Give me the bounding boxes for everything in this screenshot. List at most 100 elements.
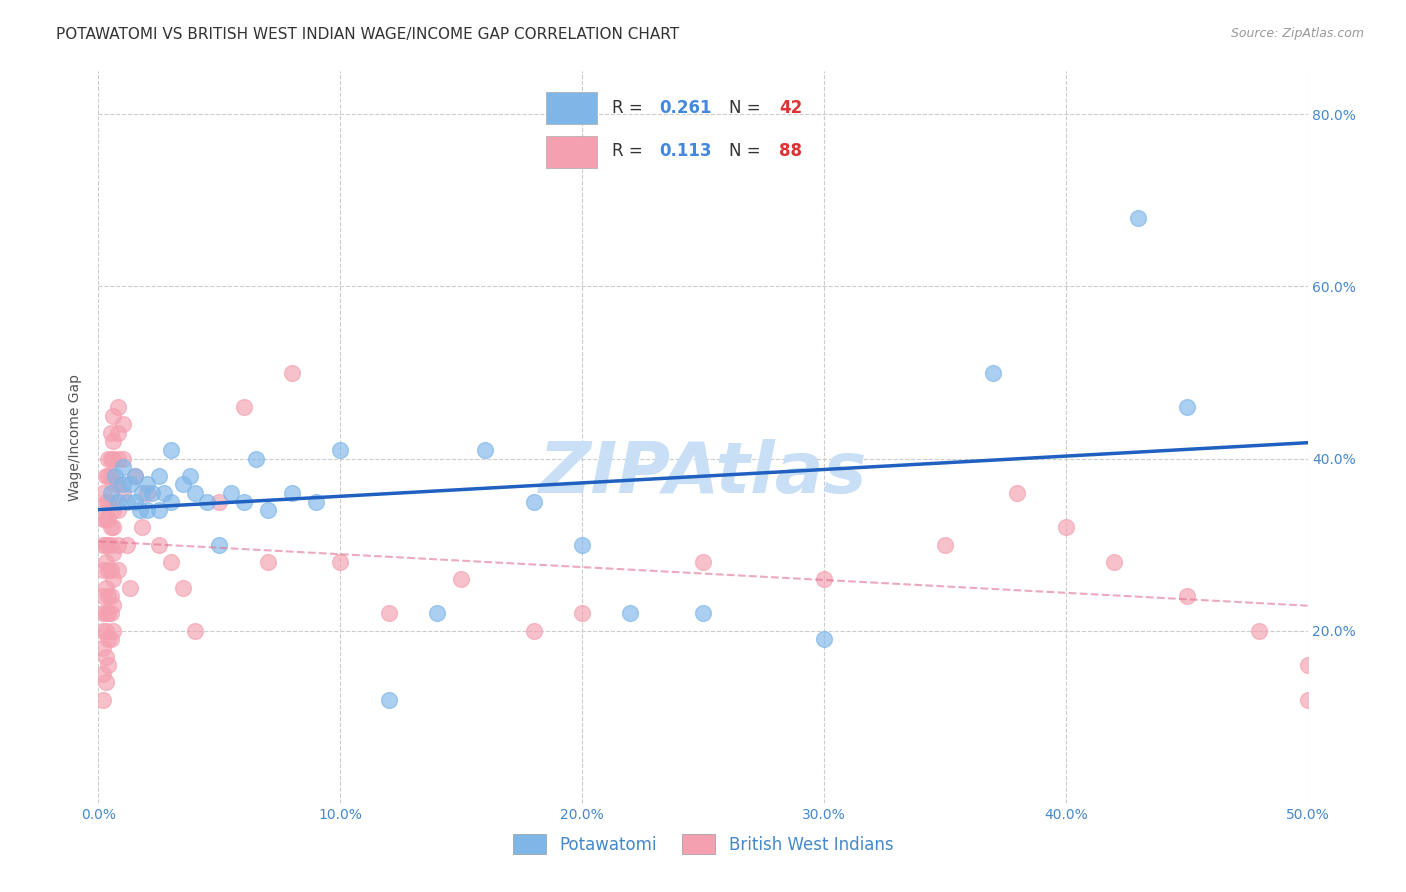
Point bbox=[97, 607, 120, 621]
Point bbox=[160, 442, 183, 457]
Point bbox=[100, 632, 122, 647]
Point bbox=[97, 538, 120, 552]
Point bbox=[100, 486, 122, 500]
Point bbox=[91, 589, 114, 603]
Point bbox=[571, 607, 593, 621]
Point bbox=[179, 468, 201, 483]
Point bbox=[1054, 520, 1077, 534]
Point bbox=[111, 417, 134, 432]
Point bbox=[474, 442, 496, 457]
Point bbox=[118, 477, 141, 491]
Point bbox=[101, 572, 124, 586]
Point bbox=[101, 520, 124, 534]
Point bbox=[1102, 555, 1125, 569]
Point bbox=[523, 624, 546, 638]
Point bbox=[135, 503, 157, 517]
Point bbox=[97, 512, 120, 526]
Point bbox=[329, 555, 352, 569]
Point bbox=[692, 607, 714, 621]
Point bbox=[124, 494, 146, 508]
Point bbox=[107, 494, 129, 508]
Point bbox=[91, 624, 114, 638]
Point bbox=[305, 494, 328, 508]
Point bbox=[1007, 486, 1029, 500]
Point bbox=[160, 494, 183, 508]
Point bbox=[523, 494, 546, 508]
Point bbox=[124, 468, 146, 483]
Point bbox=[100, 520, 122, 534]
Point bbox=[117, 494, 139, 508]
Point bbox=[101, 503, 124, 517]
Point bbox=[100, 425, 122, 440]
Point bbox=[148, 503, 170, 517]
Point bbox=[91, 640, 114, 655]
Point bbox=[426, 607, 449, 621]
Point bbox=[619, 607, 641, 621]
Point bbox=[107, 503, 129, 517]
Point bbox=[97, 494, 120, 508]
Point bbox=[107, 400, 129, 414]
Point bbox=[97, 632, 120, 647]
Point bbox=[124, 468, 146, 483]
Point bbox=[97, 468, 120, 483]
Point bbox=[208, 538, 231, 552]
Point bbox=[94, 675, 117, 690]
Point bbox=[1175, 589, 1198, 603]
Point bbox=[184, 486, 207, 500]
Point bbox=[256, 503, 278, 517]
Point bbox=[692, 555, 714, 569]
Point bbox=[111, 486, 134, 500]
Point bbox=[101, 477, 124, 491]
Point bbox=[131, 486, 153, 500]
Point bbox=[94, 607, 117, 621]
Point bbox=[281, 486, 304, 500]
Point bbox=[184, 624, 207, 638]
Point bbox=[100, 607, 122, 621]
Point bbox=[91, 538, 114, 552]
Point bbox=[131, 520, 153, 534]
Text: ZIPAtlas: ZIPAtlas bbox=[538, 439, 868, 508]
Point bbox=[245, 451, 267, 466]
Point bbox=[107, 451, 129, 466]
Point bbox=[100, 494, 122, 508]
Point bbox=[208, 494, 231, 508]
Point bbox=[1296, 658, 1319, 673]
Point bbox=[934, 538, 956, 552]
Point bbox=[101, 598, 124, 612]
Text: POTAWATOMI VS BRITISH WEST INDIAN WAGE/INCOME GAP CORRELATION CHART: POTAWATOMI VS BRITISH WEST INDIAN WAGE/I… bbox=[56, 27, 679, 42]
Point bbox=[232, 400, 254, 414]
Point bbox=[94, 555, 117, 569]
Point bbox=[148, 468, 170, 483]
Point bbox=[100, 538, 122, 552]
Point bbox=[94, 468, 117, 483]
Point bbox=[101, 546, 124, 560]
Point bbox=[94, 494, 117, 508]
Point bbox=[111, 477, 134, 491]
Point bbox=[91, 607, 114, 621]
Point bbox=[1296, 692, 1319, 706]
Point bbox=[111, 451, 134, 466]
Point bbox=[97, 564, 120, 578]
Point bbox=[571, 538, 593, 552]
Point bbox=[152, 486, 174, 500]
Point bbox=[172, 477, 194, 491]
Point bbox=[97, 451, 120, 466]
Point bbox=[1128, 211, 1150, 225]
Point bbox=[97, 658, 120, 673]
Point bbox=[94, 624, 117, 638]
Point bbox=[141, 486, 163, 500]
Point bbox=[101, 624, 124, 638]
Point bbox=[94, 512, 117, 526]
Point bbox=[813, 572, 835, 586]
Point bbox=[148, 538, 170, 552]
Point bbox=[128, 503, 150, 517]
Point bbox=[1175, 400, 1198, 414]
Point bbox=[1249, 624, 1271, 638]
Point bbox=[107, 538, 129, 552]
Point bbox=[135, 486, 157, 500]
Point bbox=[329, 442, 352, 457]
Point bbox=[100, 589, 122, 603]
Point bbox=[981, 366, 1004, 380]
Point bbox=[101, 451, 124, 466]
Point bbox=[135, 477, 157, 491]
